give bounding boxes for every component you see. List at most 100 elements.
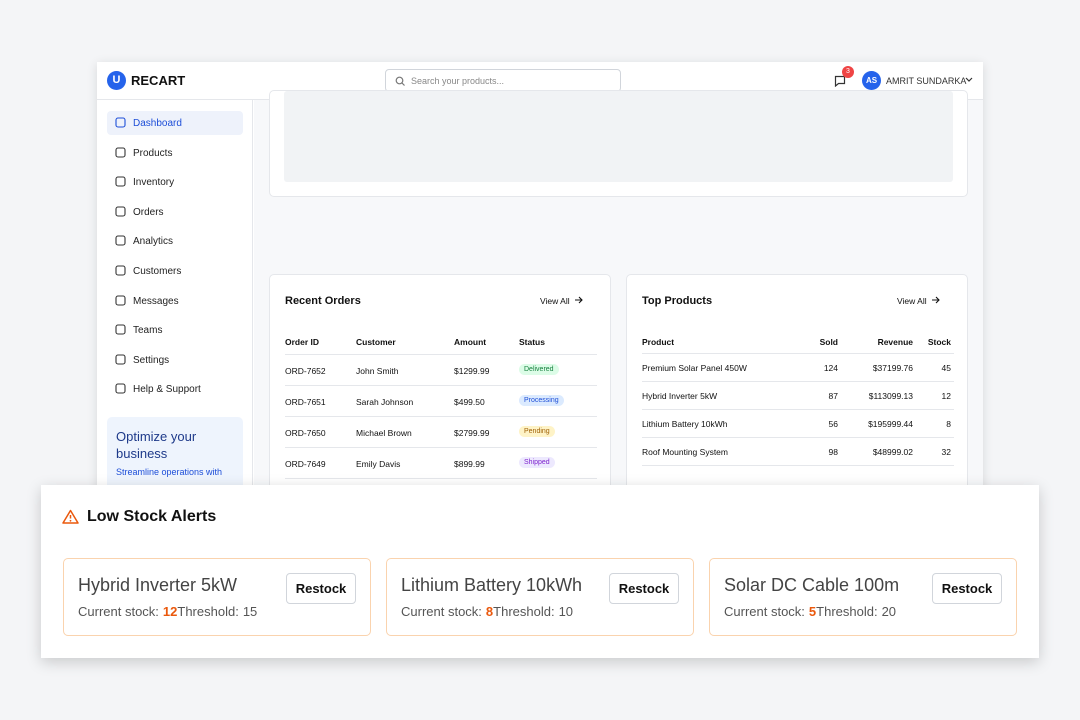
nav-item[interactable]: Orders	[107, 200, 243, 224]
nav-item[interactable]: Analytics	[107, 229, 243, 253]
chevron	[965, 77, 973, 82]
threshold-value: 10	[558, 604, 574, 619]
column-header: Revenue	[877, 337, 913, 347]
row-divider	[642, 409, 954, 410]
content: Recent Orders View All Order ID Customer Amo…	[254, 90, 983, 492]
row-divider	[285, 385, 597, 386]
messages-icon[interactable]	[834, 75, 846, 87]
stock-value: 12	[162, 604, 178, 619]
product-name: Lithium Battery 10kWh	[401, 575, 583, 595]
cell: $499.50	[454, 396, 485, 407]
restock-button[interactable]: Restock	[609, 573, 679, 604]
alert-card: Solar DC Cable 100m Current stock: 5Thresh…	[709, 558, 1017, 636]
cell: Premium Solar Panel 450W	[642, 363, 747, 373]
cell: ORD-7652	[285, 365, 326, 376]
cell: 124	[823, 363, 838, 373]
column-header: Order ID	[285, 337, 320, 347]
top-products-card: Top Products View All Product Sold Revenue St…	[626, 274, 968, 492]
nav-item[interactable]: Products	[107, 141, 243, 165]
column-header: Stock	[927, 337, 951, 347]
cell: Hybrid Inverter 5kW	[642, 391, 718, 401]
cell: Michael Brown	[356, 427, 412, 438]
row-divider	[285, 416, 597, 417]
view-all[interactable]: View All	[897, 296, 941, 306]
avatar[interactable]: AS	[862, 71, 881, 90]
nav-item[interactable]: Teams	[107, 318, 243, 342]
arrow-icon	[931, 296, 940, 304]
cell: $113099.13	[868, 391, 913, 401]
nav-item[interactable]: Dashboard	[107, 111, 243, 135]
nav-icon	[115, 117, 126, 128]
promo-card: Optimize your business Streamline operat…	[107, 417, 243, 492]
cell: $899.99	[454, 458, 485, 469]
alert-title: Low Stock Alerts	[87, 508, 217, 525]
cell: ORD-7650	[285, 427, 326, 438]
cell: Emily Davis	[356, 458, 401, 469]
stock-label: Current stock:	[401, 604, 482, 619]
alert-card: Lithium Battery 10kWh Current stock: 8Thre…	[386, 558, 694, 636]
nav-label: Settings	[133, 354, 170, 366]
nav-item[interactable]: Messages	[107, 289, 243, 313]
warning-icon	[62, 509, 79, 524]
cell: Roof Mounting System	[642, 447, 728, 457]
row-divider	[285, 447, 597, 448]
stock-label: Current stock:	[78, 604, 159, 619]
nav-label: Help & Support	[133, 384, 201, 396]
column-header: Sold	[819, 337, 838, 347]
app-window: U RECART Search your products... 3 AS AM…	[97, 62, 983, 492]
user-name[interactable]: AMRIT SUNDARKA	[886, 76, 967, 86]
nav-icon	[115, 265, 126, 276]
search-icon	[395, 76, 405, 86]
nav-label: Customers	[133, 266, 182, 277]
row-divider	[642, 465, 954, 466]
view-all[interactable]: View All	[540, 296, 584, 306]
cell: 98	[828, 447, 838, 457]
logo: U	[107, 71, 126, 90]
nav-item[interactable]: Help & Support	[107, 377, 243, 401]
nav-label: Products	[133, 147, 173, 159]
nav-icon	[115, 354, 126, 365]
row-divider	[285, 354, 597, 355]
brand: RECART	[131, 73, 186, 88]
placeholder	[284, 91, 953, 182]
status-pill: Delivered	[519, 363, 559, 375]
cell: 87	[828, 391, 838, 401]
notification-badge: 3	[842, 66, 854, 78]
nav-icon	[115, 383, 126, 394]
product-name: Hybrid Inverter 5kW	[78, 575, 238, 595]
nav-item[interactable]: Customers	[107, 259, 243, 283]
cell: $2799.99	[454, 427, 490, 438]
stock-line: Current stock: 12Threshold: 15	[78, 604, 257, 619]
restock-button[interactable]: Restock	[932, 573, 1002, 604]
row-divider	[285, 478, 597, 479]
cell: 56	[828, 419, 838, 429]
threshold-value: 15	[242, 604, 258, 619]
nav-label: Teams	[133, 325, 163, 337]
search-placeholder: Search your products...	[411, 76, 505, 86]
search-box[interactable]: Search your products...	[385, 69, 621, 92]
product-name: Solar DC Cable 100m	[724, 575, 900, 595]
stock-line: Current stock: 5Threshold: 20	[724, 604, 896, 619]
nav-label: Analytics	[133, 236, 174, 248]
row-divider	[642, 437, 954, 438]
column-header: Customer	[356, 337, 396, 347]
nav-icon	[115, 176, 126, 187]
cell: $48999.02	[872, 447, 913, 457]
restock-button[interactable]: Restock	[286, 573, 356, 604]
stock-value: 5	[808, 604, 817, 619]
arrow-icon	[574, 296, 583, 304]
card-title: Recent Orders	[285, 295, 361, 307]
cell: 8	[946, 419, 951, 429]
threshold-label: Threshold:	[493, 604, 555, 619]
cell: 45	[941, 363, 951, 373]
cell: Lithium Battery 10kWh	[642, 419, 728, 429]
cell: 32	[941, 447, 951, 457]
stock-value: 8	[485, 604, 494, 619]
cell: 12	[941, 391, 951, 401]
nav-item[interactable]: Settings	[107, 348, 243, 372]
stock-label: Current stock:	[724, 604, 805, 619]
alert-card: Hybrid Inverter 5kW Current stock: 12Thres…	[63, 558, 371, 636]
nav-icon	[115, 147, 126, 158]
nav-item[interactable]: Inventory	[107, 170, 243, 194]
